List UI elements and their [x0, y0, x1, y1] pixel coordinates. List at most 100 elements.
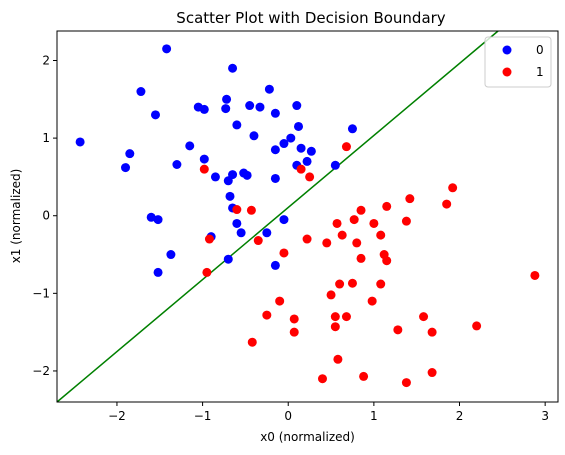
point-class-1	[204, 234, 214, 244]
point-class-1	[330, 312, 340, 322]
x-tick-label: 0	[284, 409, 292, 423]
point-class-1	[393, 325, 403, 335]
point-class-1	[202, 267, 212, 277]
point-class-1	[330, 322, 340, 332]
point-class-0	[146, 212, 156, 222]
decision-boundary-line	[56, 30, 499, 403]
point-class-0	[232, 120, 242, 130]
point-class-0	[270, 108, 280, 118]
point-class-1	[401, 378, 411, 388]
point-class-0	[162, 44, 172, 54]
point-class-0	[222, 94, 232, 104]
plot-frame	[56, 30, 559, 403]
point-class-0	[270, 173, 280, 183]
plot-area	[57, 31, 558, 402]
point-class-1	[322, 238, 332, 248]
point-class-1	[448, 183, 458, 193]
point-class-1	[442, 199, 452, 209]
x-tick-label: −1	[194, 409, 212, 423]
point-class-0	[262, 228, 272, 238]
point-class-1	[427, 327, 437, 337]
legend-marker-1	[502, 67, 512, 77]
legend-marker-0	[502, 45, 512, 55]
point-class-1	[341, 312, 351, 322]
point-class-1	[247, 337, 257, 347]
point-class-1	[341, 142, 351, 152]
point-class-1	[305, 172, 315, 182]
point-class-1	[352, 238, 362, 248]
point-class-0	[199, 154, 209, 164]
point-class-1	[246, 205, 256, 215]
point-class-1	[367, 296, 377, 306]
point-class-0	[255, 102, 265, 112]
point-class-0	[199, 104, 209, 114]
point-class-0	[270, 145, 280, 155]
y-axis-label: x1 (normalized)	[9, 169, 23, 264]
point-class-0	[172, 159, 182, 169]
y-tick-label: −1	[32, 286, 50, 300]
point-class-1	[382, 201, 392, 211]
point-class-0	[306, 146, 316, 156]
point-class-0	[330, 160, 340, 170]
point-class-0	[249, 131, 259, 141]
point-class-0	[223, 254, 233, 264]
y-axis: −2 −1 0 1 2	[32, 53, 57, 378]
point-class-1	[382, 256, 392, 266]
x-axis-label: x0 (normalized)	[260, 430, 355, 444]
point-class-1	[356, 205, 366, 215]
point-class-0	[279, 139, 289, 149]
point-class-0	[136, 87, 146, 97]
point-class-0	[264, 84, 274, 94]
point-class-0	[292, 101, 302, 111]
point-class-1	[333, 354, 343, 364]
point-class-0	[270, 260, 280, 270]
point-class-0	[225, 191, 235, 201]
point-class-1	[530, 270, 540, 280]
points-layer	[75, 44, 540, 388]
point-class-0	[228, 63, 238, 73]
point-class-0	[242, 170, 252, 180]
point-class-1	[332, 218, 342, 228]
point-class-1	[376, 230, 386, 240]
point-class-0	[245, 101, 255, 111]
y-tick-label: 2	[42, 53, 50, 67]
point-class-1	[337, 230, 347, 240]
point-class-0	[236, 228, 246, 238]
y-tick-label: 1	[42, 131, 50, 145]
plot-background	[57, 31, 558, 402]
point-class-1	[472, 321, 482, 331]
point-class-0	[302, 156, 312, 166]
point-class-1	[349, 215, 359, 225]
point-class-1	[302, 234, 312, 244]
point-class-0	[210, 172, 220, 182]
legend-label-0: 0	[536, 43, 544, 57]
point-class-1	[401, 216, 411, 226]
point-class-0	[296, 143, 306, 153]
point-class-1	[279, 248, 289, 258]
point-class-1	[369, 218, 379, 228]
point-class-1	[359, 371, 369, 381]
point-class-1	[262, 310, 272, 320]
legend: 0 1	[484, 36, 552, 88]
point-class-0	[185, 141, 195, 151]
point-class-1	[405, 194, 415, 204]
point-class-1	[275, 296, 285, 306]
y-tick-label: −2	[32, 364, 50, 378]
point-class-0	[125, 149, 135, 159]
point-class-1	[376, 279, 386, 289]
chart-title: Scatter Plot with Decision Boundary	[176, 9, 446, 27]
point-class-0	[279, 215, 289, 225]
point-class-0	[121, 163, 131, 173]
decision-boundary-layer	[56, 30, 499, 403]
point-class-1	[253, 236, 263, 246]
x-tick-label: −2	[108, 409, 126, 423]
point-class-0	[153, 267, 163, 277]
point-class-0	[228, 170, 238, 180]
point-class-1	[427, 368, 437, 378]
point-class-1	[347, 278, 357, 288]
point-class-1	[199, 164, 209, 174]
point-class-1	[419, 312, 429, 322]
point-class-0	[153, 215, 163, 225]
point-class-0	[221, 104, 231, 114]
